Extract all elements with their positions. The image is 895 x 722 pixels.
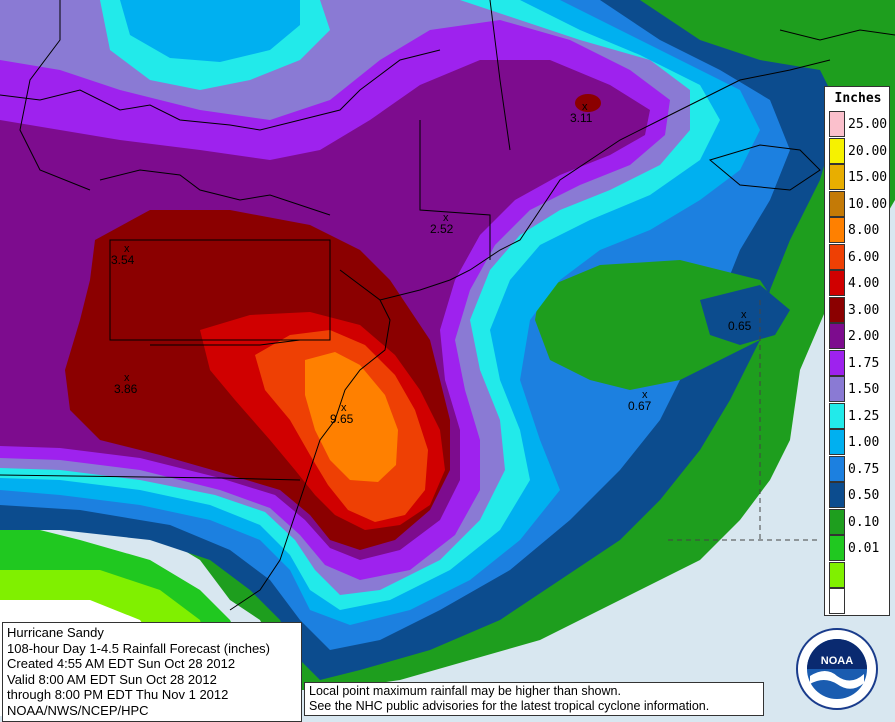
legend-item: 2.00	[829, 323, 889, 349]
legend-label: 1.00	[848, 435, 880, 450]
legend-item: 0.01	[829, 535, 889, 561]
max-value-label: 3.86	[114, 382, 138, 396]
legend-item: 1.25	[829, 402, 889, 429]
legend-swatch	[829, 535, 845, 561]
max-value-label: 9.65	[330, 412, 354, 426]
legend-label: 25.00	[848, 117, 888, 132]
legend-label: 2.00	[848, 329, 880, 344]
legend-item: 6.00	[829, 243, 889, 270]
legend-swatch	[829, 217, 845, 243]
max-x-marker: x	[124, 372, 130, 384]
legend-swatch	[829, 270, 845, 296]
forecast-title: 108-hour Day 1-4.5 Rainfall Forecast (in…	[7, 640, 271, 656]
note-line-2: See the NHC public advisories for the la…	[309, 699, 710, 713]
legend-swatch	[829, 376, 845, 402]
legend-item: 0.75	[829, 455, 889, 482]
legend-swatch	[829, 164, 845, 190]
max-x-marker: x	[582, 101, 588, 113]
legend-item: 20.00	[829, 137, 889, 164]
legend-item: 0.10	[829, 508, 889, 535]
legend-swatch	[829, 243, 845, 270]
max-value-label: 2.52	[430, 222, 454, 236]
legend-item	[829, 588, 889, 614]
legend-item: 3.00	[829, 296, 889, 323]
legend-swatch	[829, 137, 845, 164]
max-value-label: 0.65	[728, 319, 752, 333]
max-x-marker: x	[124, 243, 130, 255]
legend-item: 8.00	[829, 217, 889, 243]
max-value-label: 3.11	[570, 111, 593, 125]
legend-swatch	[829, 402, 845, 429]
created-time: Created 4:55 AM EDT Sun Oct 28 2012	[7, 656, 236, 672]
legend-label: 0.50	[848, 488, 880, 503]
legend-label: 0.75	[848, 461, 880, 477]
legend-label: 1.75	[848, 355, 880, 371]
legend-item: 25.00	[829, 111, 889, 137]
agency-credit: NOAA/NWS/NCEP/HPC	[7, 702, 149, 718]
max-x-marker: x	[443, 212, 449, 224]
max-x-marker: x	[341, 402, 347, 414]
color-legend: Inches 25.00 20.00 15.00 10.00 8.00 6.00 4.00 3…	[824, 86, 890, 616]
max-x-marker: x	[642, 389, 648, 401]
legend-label: 20.00	[848, 143, 888, 159]
legend-swatch	[829, 190, 845, 217]
legend-swatch	[829, 588, 845, 614]
legend-label: 6.00	[848, 249, 880, 265]
legend-item: 1.00	[829, 429, 889, 455]
legend-swatch	[829, 429, 845, 455]
legend-item: 1.50	[829, 376, 889, 402]
legend-item: 10.00	[829, 190, 889, 217]
valid-end: through 8:00 PM EDT Thu Nov 1 2012	[7, 687, 229, 703]
legend-label: 4.00	[848, 276, 880, 291]
legend-label: 0.01	[848, 541, 880, 556]
legend-item	[829, 561, 889, 588]
note-line-1: Local point maximum rainfall may be high…	[309, 684, 621, 698]
legend-swatch	[829, 561, 845, 588]
storm-name: Hurricane Sandy	[7, 625, 104, 640]
legend-swatch	[829, 508, 845, 535]
legend-label: 1.50	[848, 382, 880, 397]
legend-item: 4.00	[829, 270, 889, 296]
legend-swatch	[829, 296, 845, 323]
legend-item: 15.00	[829, 164, 889, 190]
legend-label: 8.00	[848, 223, 880, 238]
legend-label: 0.10	[848, 514, 880, 530]
disclaimer-note: Local point maximum rainfall may be high…	[304, 682, 764, 716]
noaa-logo-icon: NOAA	[796, 628, 878, 710]
forecast-info-box: Hurricane Sandy 108-hour Day 1-4.5 Rainf…	[2, 622, 302, 722]
svg-text:NOAA: NOAA	[821, 655, 853, 667]
legend-swatch	[829, 111, 845, 137]
max-x-marker: x	[741, 309, 747, 321]
legend-item: 0.50	[829, 482, 889, 508]
max-value-label: 3.54	[111, 253, 135, 267]
legend-title: Inches	[834, 91, 882, 106]
legend-label: 1.25	[848, 408, 880, 424]
legend-swatch	[829, 323, 845, 349]
max-value-label: 0.67	[628, 399, 652, 413]
legend-swatch	[829, 349, 845, 376]
legend-label: 10.00	[848, 196, 888, 212]
legend-item: 1.75	[829, 349, 889, 376]
legend-label: 15.00	[848, 170, 888, 185]
legend-swatch	[829, 455, 845, 482]
legend-label: 3.00	[848, 302, 880, 318]
legend-swatch	[829, 482, 845, 508]
valid-start: Valid 8:00 AM EDT Sun Oct 28 2012	[7, 671, 217, 687]
